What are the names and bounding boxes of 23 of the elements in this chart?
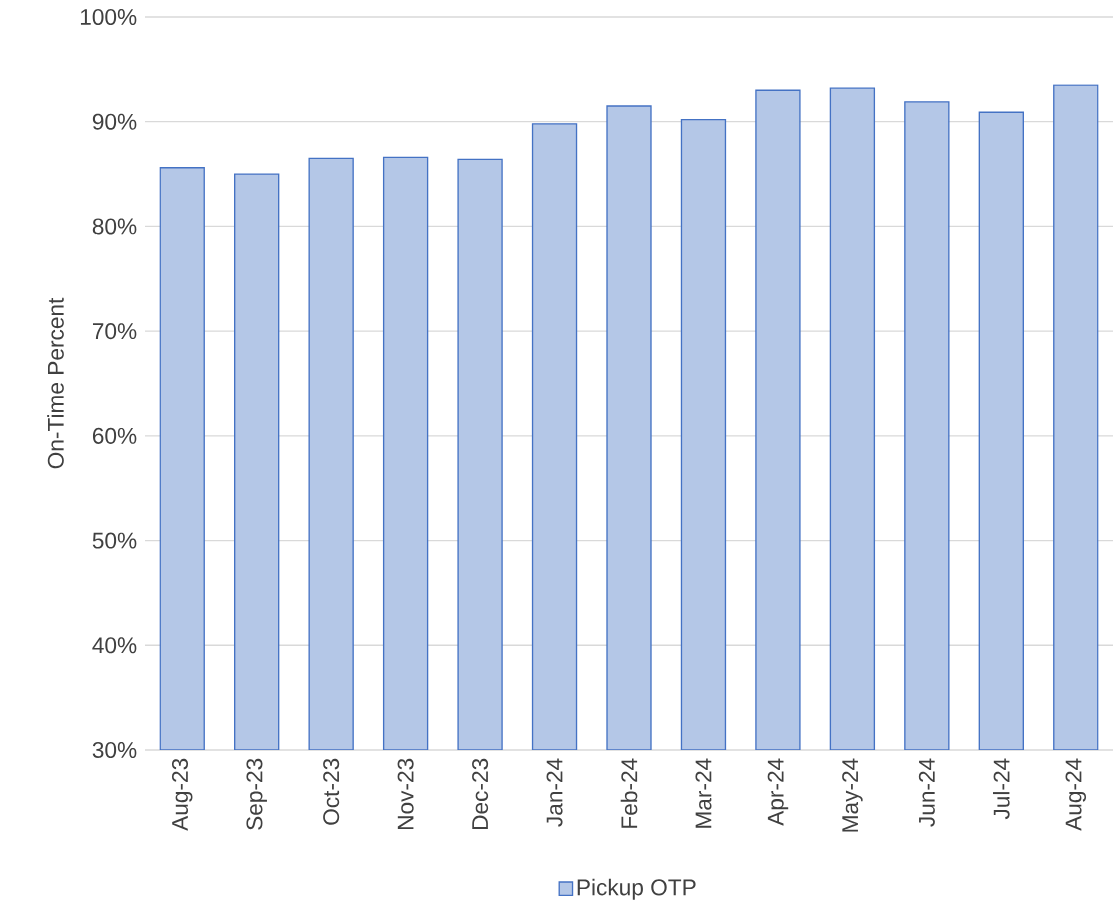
legend-label: Pickup OTP — [577, 878, 696, 900]
y-tick-label: 30% — [92, 741, 137, 759]
x-tick-label: Jun-24 — [918, 758, 935, 827]
x-tick-label: Feb-24 — [620, 758, 638, 828]
y-axis-title: On-Time Percent — [47, 297, 64, 469]
x-tick-label: Oct-23 — [323, 758, 340, 825]
x-tick-label: Mar-24 — [695, 758, 712, 828]
y-tick-label: 70% — [92, 323, 137, 340]
x-tick-label: Jan-24 — [546, 758, 563, 827]
x-tick-label: Dec-23 — [472, 758, 489, 830]
x-tick-label: Aug-23 — [171, 758, 193, 831]
x-tick-label: Jul-24 — [993, 758, 1010, 820]
y-tick-label: 40% — [92, 637, 137, 654]
x-tick-label: May-24 — [842, 758, 863, 832]
y-tick-label: 80% — [92, 218, 137, 235]
x-tick-label: Apr-24 — [767, 758, 789, 826]
y-tick-label: 90% — [92, 113, 137, 130]
y-tick-label: 50% — [92, 532, 137, 549]
y-tick-label: 100% — [80, 8, 137, 26]
y-tick-label: 60% — [92, 427, 137, 444]
x-tick-label: Nov-23 — [397, 758, 414, 830]
x-tick-label: Sep-23 — [246, 758, 267, 830]
x-tick-label: Aug-24 — [1065, 758, 1087, 831]
